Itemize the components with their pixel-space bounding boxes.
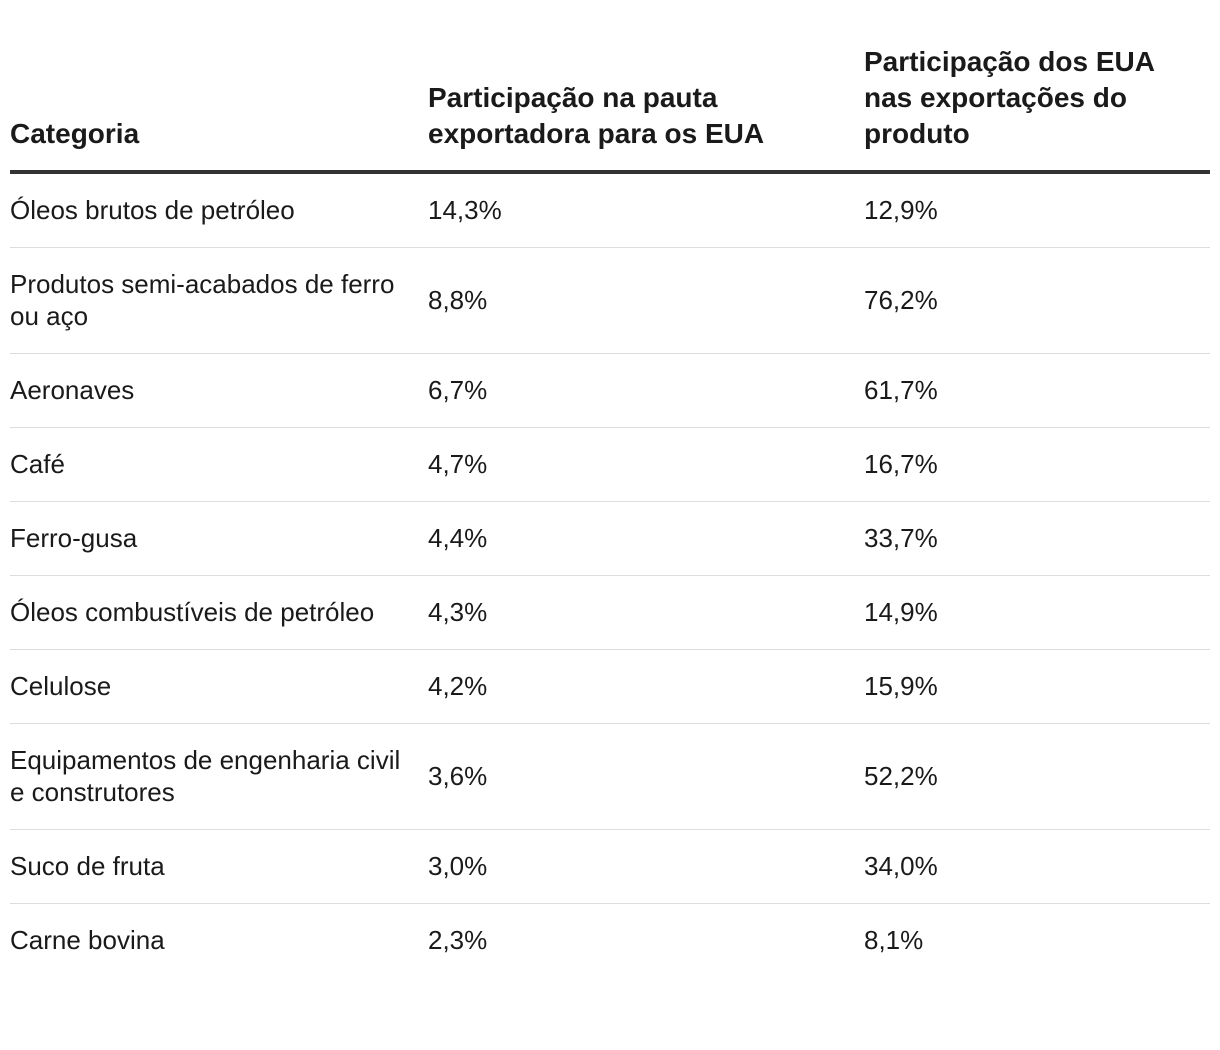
table-row: Celulose 4,2% 15,9% [10, 649, 1210, 724]
table-row: Suco de fruta 3,0% 34,0% [10, 829, 1210, 904]
export-share-cell: 2,3% [428, 925, 488, 955]
table-row: Produtos semi-acabados de ferro ou aço 8… [10, 247, 1210, 354]
us-share-cell: 16,7% [864, 427, 1210, 502]
column-header-participacao-pauta[interactable]: Participação na pauta exportadora para o… [428, 0, 864, 174]
export-share-cell: 6,7% [428, 353, 864, 428]
table-row: Óleos brutos de petróleo 14,3% 12,9% [10, 172, 1210, 248]
us-share-cell: 14,9% [864, 575, 1210, 650]
us-share-cell: 34,0% [864, 829, 1210, 904]
us-share-cell: 76,2% [864, 247, 1210, 354]
us-share-cell: 15,9% [864, 649, 1210, 724]
category-cell: Suco de fruta [10, 829, 428, 904]
table-row: Aeronaves 6,7% 61,7% [10, 353, 1210, 428]
export-share-cell: 4,3% [428, 575, 864, 650]
category-cell: Celulose [10, 649, 428, 724]
category-cell: Óleos combustíveis de petróleo [10, 575, 428, 650]
us-share-cell: 33,7% [864, 501, 1210, 576]
table-row: Carne bovina 2,3% 8,1% [10, 904, 1210, 978]
category-cell: Produtos semi-acabados de ferro ou aço [10, 247, 428, 354]
category-cell: Equipamentos de engenharia civil e const… [10, 723, 428, 830]
us-share-cell: 52,2% [864, 723, 1210, 830]
export-table: Categoria Participação na pauta exportad… [10, 0, 1210, 977]
category-cell: Óleos brutos de petróleo [10, 172, 428, 248]
export-share-cell: 4,4% [428, 501, 864, 576]
us-share-cell: 12,9% [864, 172, 1210, 248]
column-header-participacao-eua[interactable]: Participação dos EUA nas exportações do … [864, 0, 1210, 174]
table-row: Café 4,7% 16,7% [10, 427, 1210, 502]
column-header-categoria[interactable]: Categoria [10, 0, 428, 174]
export-share-cell: 8,8% [428, 247, 864, 354]
header-row: Categoria Participação na pauta exportad… [10, 0, 1210, 174]
table-row: Ferro-gusa 4,4% 33,7% [10, 501, 1210, 576]
category-cell: Café [10, 427, 428, 502]
export-share-cell: 4,2% [428, 649, 864, 724]
category-cell: Aeronaves [10, 353, 428, 428]
table-body: Óleos brutos de petróleo 14,3% 12,9% Pro… [10, 172, 1210, 977]
us-share-cell: 8,1% [864, 925, 924, 955]
us-share-cell: 61,7% [864, 353, 1210, 428]
export-share-cell: 4,7% [428, 427, 864, 502]
table-header: Categoria Participação na pauta exportad… [10, 0, 1210, 174]
export-share-cell: 3,0% [428, 829, 864, 904]
export-share-cell: 14,3% [428, 172, 864, 248]
export-table-container: Categoria Participação na pauta exportad… [10, 0, 1210, 977]
table-row: Óleos combustíveis de petróleo 4,3% 14,9… [10, 575, 1210, 650]
export-share-cell: 3,6% [428, 723, 864, 830]
category-cell: Carne bovina [10, 925, 165, 955]
category-cell: Ferro-gusa [10, 501, 428, 576]
table-row: Equipamentos de engenharia civil e const… [10, 723, 1210, 830]
